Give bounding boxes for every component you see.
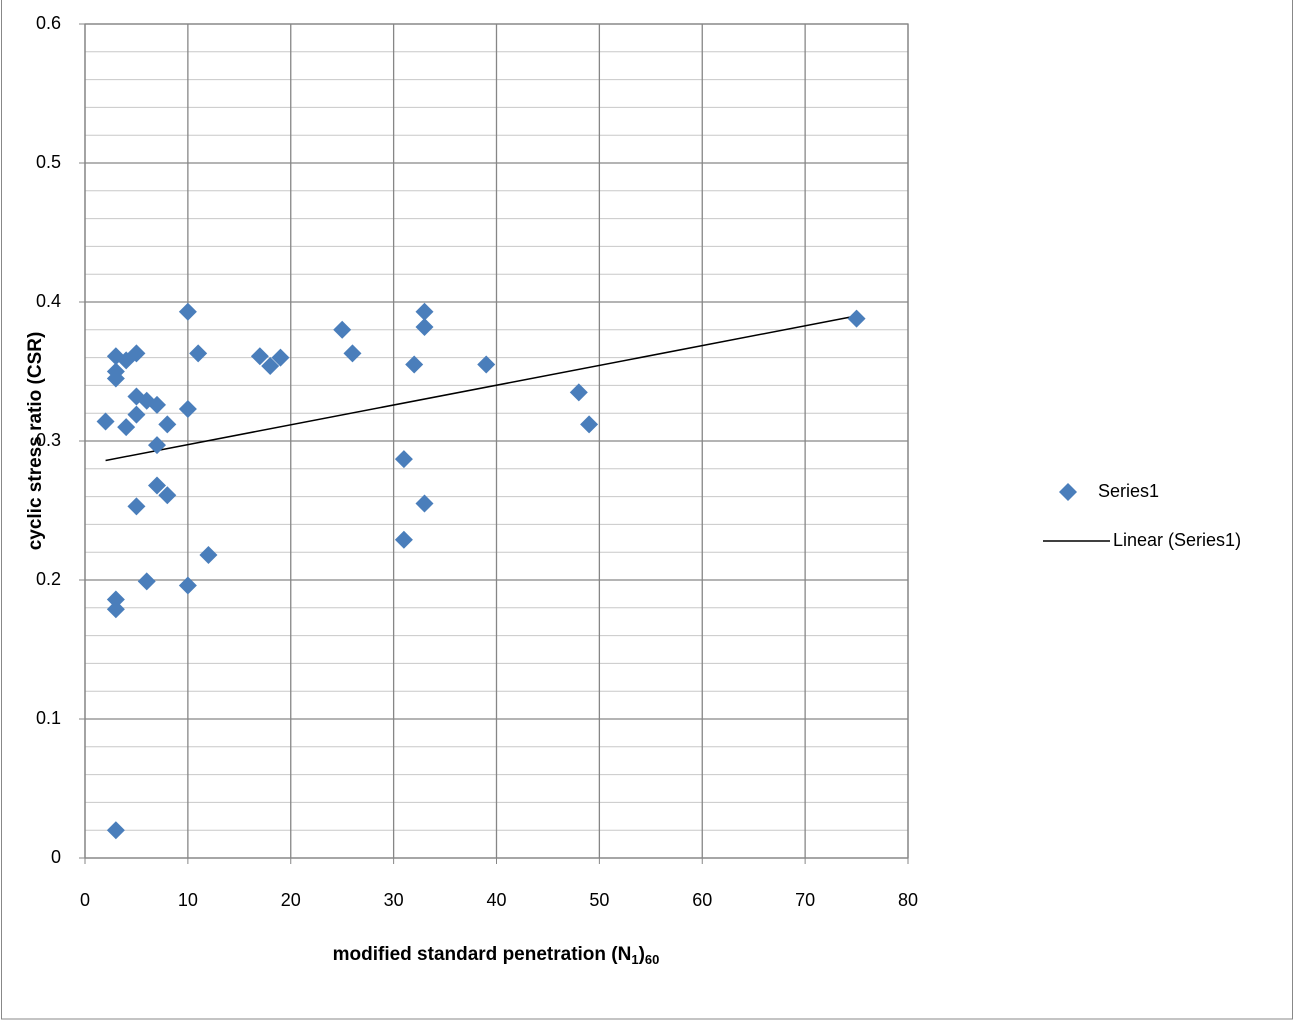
x-tick-label: 60 [692, 890, 712, 910]
point [178, 576, 197, 595]
y-tick-label: 0 [51, 847, 61, 867]
x-tick-label: 10 [178, 890, 198, 910]
y-tick-label: 0.5 [36, 152, 61, 172]
point [415, 494, 434, 513]
trendline [105, 315, 857, 462]
point [127, 344, 146, 363]
y-tick-label: 0.6 [36, 13, 61, 33]
legend-label: Series1 [1098, 481, 1159, 501]
legend-label: Linear (Series1) [1113, 530, 1241, 550]
x-tick-label: 40 [486, 890, 506, 910]
point [178, 302, 197, 321]
point [261, 356, 280, 375]
point [333, 320, 352, 339]
x-title-sub: 60 [645, 952, 659, 967]
y-axis-title: cyclic stress ratio (CSR) [25, 332, 46, 551]
x-tick-label: 80 [898, 890, 918, 910]
point [148, 476, 167, 495]
point [96, 412, 115, 431]
y-tick-label: 0.1 [36, 708, 61, 728]
point [106, 821, 125, 840]
point [127, 497, 146, 516]
point [158, 415, 177, 434]
point [271, 348, 290, 367]
x-title-sub: 1 [631, 952, 638, 967]
y-tick-label: 0.2 [36, 569, 61, 589]
point [569, 383, 588, 402]
point [106, 600, 125, 619]
point [415, 302, 434, 321]
y-tick-label: 0.4 [36, 291, 61, 311]
x-tick-label: 70 [795, 890, 815, 910]
point [394, 530, 413, 549]
point [127, 405, 146, 424]
point [178, 400, 197, 419]
point [106, 369, 125, 388]
point [158, 486, 177, 505]
point [415, 318, 434, 337]
legend-marker [1059, 483, 1077, 501]
plot-frame [84, 23, 909, 859]
point [189, 344, 208, 363]
x-tick-label: 30 [384, 890, 404, 910]
x-tick-label: 20 [281, 890, 301, 910]
point [343, 344, 362, 363]
point [148, 436, 167, 455]
point [394, 450, 413, 469]
point [405, 355, 424, 374]
y-tick-label: 0.3 [36, 430, 61, 450]
point [847, 309, 866, 328]
point [580, 415, 599, 434]
x-title-part: modified standard penetration (N [333, 944, 632, 965]
x-tick-label: 50 [589, 890, 609, 910]
point [148, 395, 167, 414]
x-tick-label: 0 [80, 890, 90, 910]
x-axis-title: modified standard penetration (N1)60 [333, 944, 660, 967]
point [199, 545, 218, 564]
point [137, 572, 156, 591]
point [250, 347, 269, 366]
point [106, 590, 125, 609]
point [477, 355, 496, 374]
point [117, 418, 136, 437]
x-title-part: ) [639, 944, 645, 965]
